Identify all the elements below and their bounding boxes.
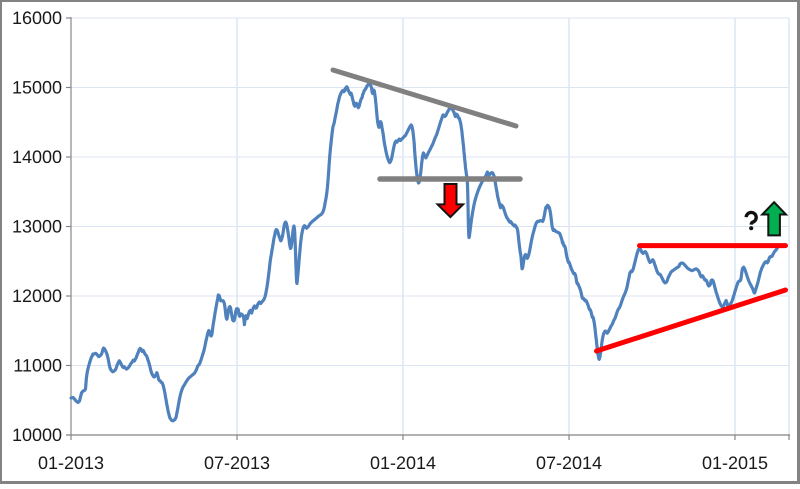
svg-text:16000: 16000 xyxy=(12,8,62,28)
svg-text:10000: 10000 xyxy=(12,425,62,445)
svg-text:13000: 13000 xyxy=(12,217,62,237)
svg-text:07-2014: 07-2014 xyxy=(536,453,602,473)
svg-text:14000: 14000 xyxy=(12,147,62,167)
svg-text:01-2015: 01-2015 xyxy=(702,453,768,473)
svg-text:15000: 15000 xyxy=(12,78,62,98)
svg-text:07-2013: 07-2013 xyxy=(204,453,270,473)
svg-text:12000: 12000 xyxy=(12,286,62,306)
svg-text:11000: 11000 xyxy=(13,356,62,376)
svg-text:01-2014: 01-2014 xyxy=(370,453,436,473)
svg-text:01-2013: 01-2013 xyxy=(38,453,104,473)
